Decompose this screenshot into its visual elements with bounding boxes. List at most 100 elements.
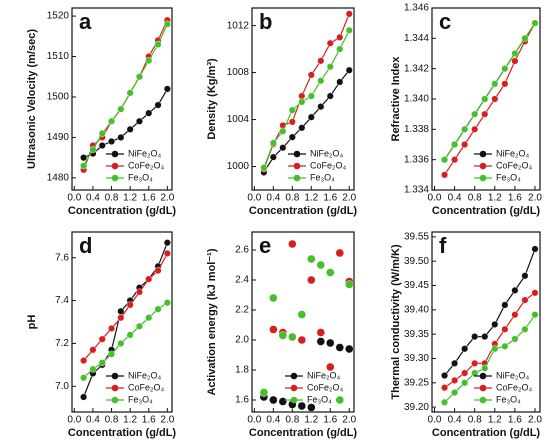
marker xyxy=(297,335,307,345)
x-tick-label: 0.8 xyxy=(468,415,482,426)
y-tick-label: 39.45 xyxy=(404,280,429,291)
x-tick-label: 1.6 xyxy=(508,193,522,204)
marker xyxy=(511,286,519,294)
marker xyxy=(345,26,353,34)
marker xyxy=(326,92,334,100)
marker xyxy=(491,345,499,353)
y-tick-label: 2.4 xyxy=(235,275,249,286)
x-tick-label: 1.2 xyxy=(304,415,318,426)
marker xyxy=(451,359,459,367)
marker xyxy=(135,288,143,296)
marker xyxy=(163,85,171,93)
y-tick-label: 7.4 xyxy=(55,295,69,306)
y-tick-label: 1.344 xyxy=(404,33,429,44)
legend-marker xyxy=(479,372,487,380)
y-tick-label: 1.346 xyxy=(404,3,429,14)
y-axis-label: Ultrasonic Velocity (m/sec) xyxy=(26,29,38,169)
marker xyxy=(269,153,277,161)
y-axis-label: Activation energy (kJ mol⁻¹) xyxy=(206,248,218,395)
x-axis-label: Concentration (g/dL) xyxy=(432,427,540,439)
panel-letter: a xyxy=(79,9,92,34)
marker xyxy=(145,109,153,117)
marker xyxy=(345,66,353,74)
y-tick-label: 1490 xyxy=(47,132,70,143)
y-tick-label: 7.6 xyxy=(55,252,69,263)
marker xyxy=(98,142,106,150)
marker xyxy=(80,154,88,162)
marker xyxy=(511,57,519,65)
x-axis-label: Concentration (g/dL) xyxy=(68,427,176,439)
x-tick-label: 0.8 xyxy=(468,193,482,204)
marker xyxy=(461,379,469,387)
marker xyxy=(461,345,469,353)
marker xyxy=(98,335,106,343)
marker xyxy=(89,365,97,373)
panel: 0.0 0.4 0.8 1.2 1.6 2.0 7.0 7.2 7.4 7.6 Concentrat… xyxy=(26,231,176,439)
marker xyxy=(491,80,499,88)
marker xyxy=(521,34,529,42)
x-axis-label: Concentration (g/dL) xyxy=(68,205,176,217)
marker xyxy=(451,140,459,148)
legend-marker xyxy=(479,174,487,182)
marker xyxy=(491,95,499,103)
legend-label: CoFe₂O₄ xyxy=(310,160,347,170)
marker xyxy=(279,127,287,135)
panel: 0.0 0.4 0.8 1.2 1.6 2.0 1480 1490 1500 1510 1520 Co… xyxy=(26,7,176,217)
marker xyxy=(335,248,344,258)
marker xyxy=(501,80,509,88)
x-tick-label: 0.4 xyxy=(448,193,462,204)
series-line xyxy=(444,22,536,160)
x-tick-label: 2.0 xyxy=(528,193,542,204)
marker xyxy=(441,372,449,380)
marker xyxy=(108,324,116,332)
series-line xyxy=(263,13,350,170)
legend-marker xyxy=(290,372,298,380)
series-line xyxy=(83,19,168,170)
marker xyxy=(288,133,296,141)
x-tick-label: 0.4 xyxy=(266,415,280,426)
legend-marker xyxy=(290,384,298,392)
marker xyxy=(451,376,459,384)
marker xyxy=(326,338,335,348)
series-line xyxy=(444,292,536,389)
marker xyxy=(163,239,171,247)
panel: 0.0 0.4 0.8 1.2 1.6 2.0 1000 1004 1008 1012 Concen… xyxy=(206,7,357,217)
panel-letter: d xyxy=(79,233,92,258)
marker xyxy=(80,374,88,382)
x-tick-label: 0.8 xyxy=(285,193,299,204)
marker xyxy=(307,113,315,121)
marker xyxy=(154,40,162,48)
marker xyxy=(298,124,306,132)
marker xyxy=(451,156,459,164)
series-line xyxy=(83,88,168,159)
y-axis-label: Thermal conductivity (W/m/K) xyxy=(390,244,402,400)
x-tick-label: 0.0 xyxy=(67,415,81,426)
marker xyxy=(326,268,335,277)
y-tick-label: 1520 xyxy=(47,11,70,22)
plot-frame xyxy=(71,7,173,191)
marker xyxy=(307,254,316,264)
series-line xyxy=(444,22,536,176)
marker xyxy=(316,260,325,270)
marker xyxy=(317,57,325,65)
y-tick-label: 39.20 xyxy=(404,402,429,413)
legend-label: Fe₃O₄ xyxy=(128,172,153,182)
plot-frame xyxy=(251,7,355,191)
y-tick-label: 1500 xyxy=(47,92,70,103)
y-axis-label: Density (Kg/m³) xyxy=(206,58,218,140)
y-axis-label: Refractive Index xyxy=(390,56,402,142)
y-tick-label: 1.336 xyxy=(404,154,429,165)
y-tick-label: 2.0 xyxy=(235,335,249,346)
y-tick-label: 2.6 xyxy=(235,245,249,256)
marker xyxy=(80,393,88,401)
series-line xyxy=(263,30,350,168)
plot-frame xyxy=(251,231,355,413)
marker xyxy=(521,325,529,333)
marker xyxy=(288,118,296,126)
marker xyxy=(345,10,353,18)
legend-marker xyxy=(111,162,119,170)
marker xyxy=(461,125,469,133)
marker xyxy=(163,20,171,28)
marker xyxy=(511,335,519,343)
x-tick-label: 0.0 xyxy=(247,193,261,204)
